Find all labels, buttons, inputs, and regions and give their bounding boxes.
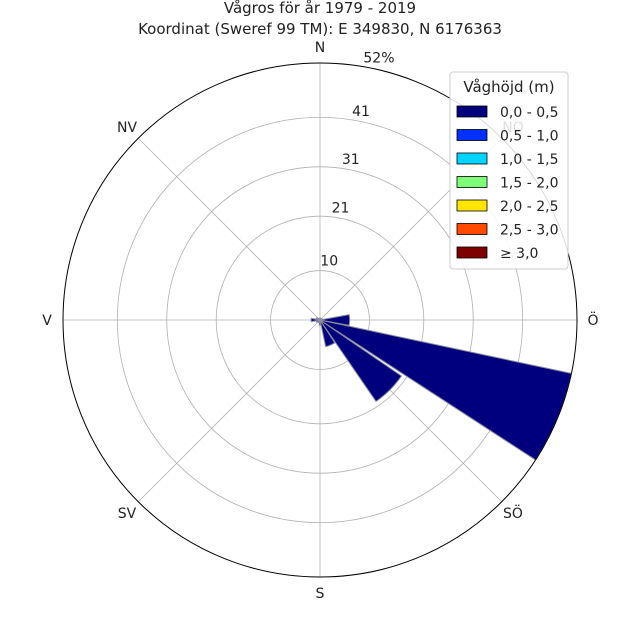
radial-tick-label: 52%: [363, 51, 394, 67]
sector-bar: [310, 317, 321, 323]
sector-bar: [319, 319, 572, 461]
radial-tick-label: 21: [332, 201, 350, 217]
legend-label: 0,5 - 1,0: [500, 129, 558, 145]
direction-label: Ö: [587, 311, 598, 329]
sector-bar: [318, 319, 322, 326]
legend-box: [449, 71, 569, 270]
legend-swatch: [456, 199, 488, 212]
radial-tick-labels: 10 21 31 41 52%: [320, 51, 394, 270]
chart-title: Vågros för år 1979 - 2019: [224, 0, 416, 17]
legend-label: 1,0 - 1,5: [500, 152, 558, 168]
legend-label: 2,0 - 2,5: [500, 199, 558, 215]
sector-bar: [319, 314, 351, 326]
legend-swatch: [456, 105, 488, 118]
legend-swatch: [456, 152, 488, 165]
direction-label: N: [315, 40, 325, 56]
sector-bar: [319, 319, 336, 348]
legend: Våghöjd (m) 0,0 - 0,5 0,5 - 1,0 1,0 - 1,5 1…: [449, 71, 569, 270]
legend-label: 1,5 - 2,0: [500, 176, 558, 192]
legend-title: Våghöjd (m): [463, 78, 554, 96]
direction-label: V: [42, 313, 52, 329]
legend-swatch: [456, 246, 488, 259]
legend-swatch: [456, 223, 488, 235]
legend-swatch: [456, 176, 488, 188]
sector-bar: [318, 317, 321, 321]
direction-label: SÖ: [503, 504, 523, 522]
radial-tick-label: 31: [342, 152, 360, 168]
polar-grid: [63, 63, 577, 577]
direction-label: NV: [117, 120, 137, 136]
direction-label: SV: [118, 506, 137, 522]
grid-spoke: [137, 319, 321, 503]
legend-label: ≥ 3,0: [500, 246, 538, 262]
legend-swatch: [456, 129, 488, 141]
polar-outer-circle: [62, 62, 578, 578]
chart-subtitle: Koordinat (Sweref 99 TM): E 349830, N 61…: [138, 20, 502, 38]
legend-entries: 0,0 - 0,5 0,5 - 1,0 1,0 - 1,5 1,5 - 2,0 2,0 …: [456, 105, 558, 262]
direction-label: S: [316, 586, 325, 602]
radial-tick-label: 41: [352, 104, 370, 120]
grid-spoke: [137, 137, 321, 321]
legend-label: 2,5 - 3,0: [500, 223, 558, 239]
sector-bar: [319, 319, 403, 403]
legend-label: 0,0 - 0,5: [500, 105, 558, 121]
sector-bars: [310, 314, 572, 461]
radial-tick-label: 10: [320, 254, 338, 270]
